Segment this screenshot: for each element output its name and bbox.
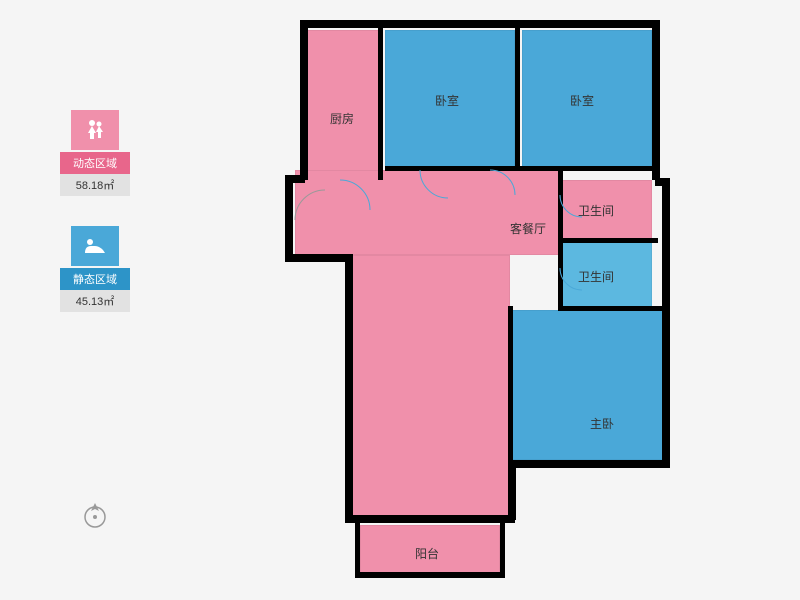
wall-21 [508, 306, 513, 464]
legend-dynamic-value: 58.18㎡ [60, 174, 130, 196]
wall-2 [652, 20, 660, 180]
legend-static-value: 45.13㎡ [60, 290, 130, 312]
room-label-bed1: 卧室 [435, 92, 459, 109]
wall-0 [300, 20, 660, 28]
legend-dynamic-label: 动态区域 [60, 152, 130, 174]
wall-12 [355, 572, 505, 578]
wall-14 [500, 520, 505, 575]
wall-5 [510, 460, 670, 468]
wall-11 [285, 175, 305, 183]
legend-panel: 动态区域 58.18㎡ 静态区域 45.13㎡ [60, 110, 130, 342]
wall-7 [345, 515, 515, 523]
room-label-living: 客餐厅 [510, 220, 546, 237]
compass-icon [80, 500, 110, 530]
room-kitchen [305, 30, 380, 178]
wall-19 [558, 238, 658, 243]
legend-static: 静态区域 45.13㎡ [60, 226, 130, 312]
room-label-bath2: 卫生间 [578, 268, 614, 285]
wall-15 [378, 28, 383, 180]
room-label-master: 主卧 [590, 415, 614, 432]
room-living2 [350, 255, 510, 520]
wall-9 [285, 254, 350, 262]
wall-16 [515, 28, 520, 170]
legend-static-icon [71, 226, 119, 266]
room-living [295, 170, 560, 255]
legend-dynamic: 动态区域 58.18㎡ [60, 110, 130, 196]
legend-dynamic-icon [71, 110, 119, 150]
floorplan: 厨房卧室卧室卫生间卫生间客餐厅主卧阳台 [260, 20, 680, 580]
wall-4 [662, 178, 670, 468]
wall-8 [345, 254, 353, 522]
room-label-bath1: 卫生间 [578, 202, 614, 219]
room-label-bed2: 卧室 [570, 92, 594, 109]
wall-6 [508, 460, 516, 520]
room-master [512, 310, 664, 460]
room-label-kitchen: 厨房 [330, 110, 354, 127]
wall-17 [385, 166, 653, 171]
legend-static-label: 静态区域 [60, 268, 130, 290]
room-label-balcony: 阳台 [415, 545, 439, 562]
wall-1 [300, 20, 308, 180]
wall-13 [355, 520, 360, 575]
wall-20 [558, 306, 666, 311]
wall-10 [285, 175, 293, 260]
